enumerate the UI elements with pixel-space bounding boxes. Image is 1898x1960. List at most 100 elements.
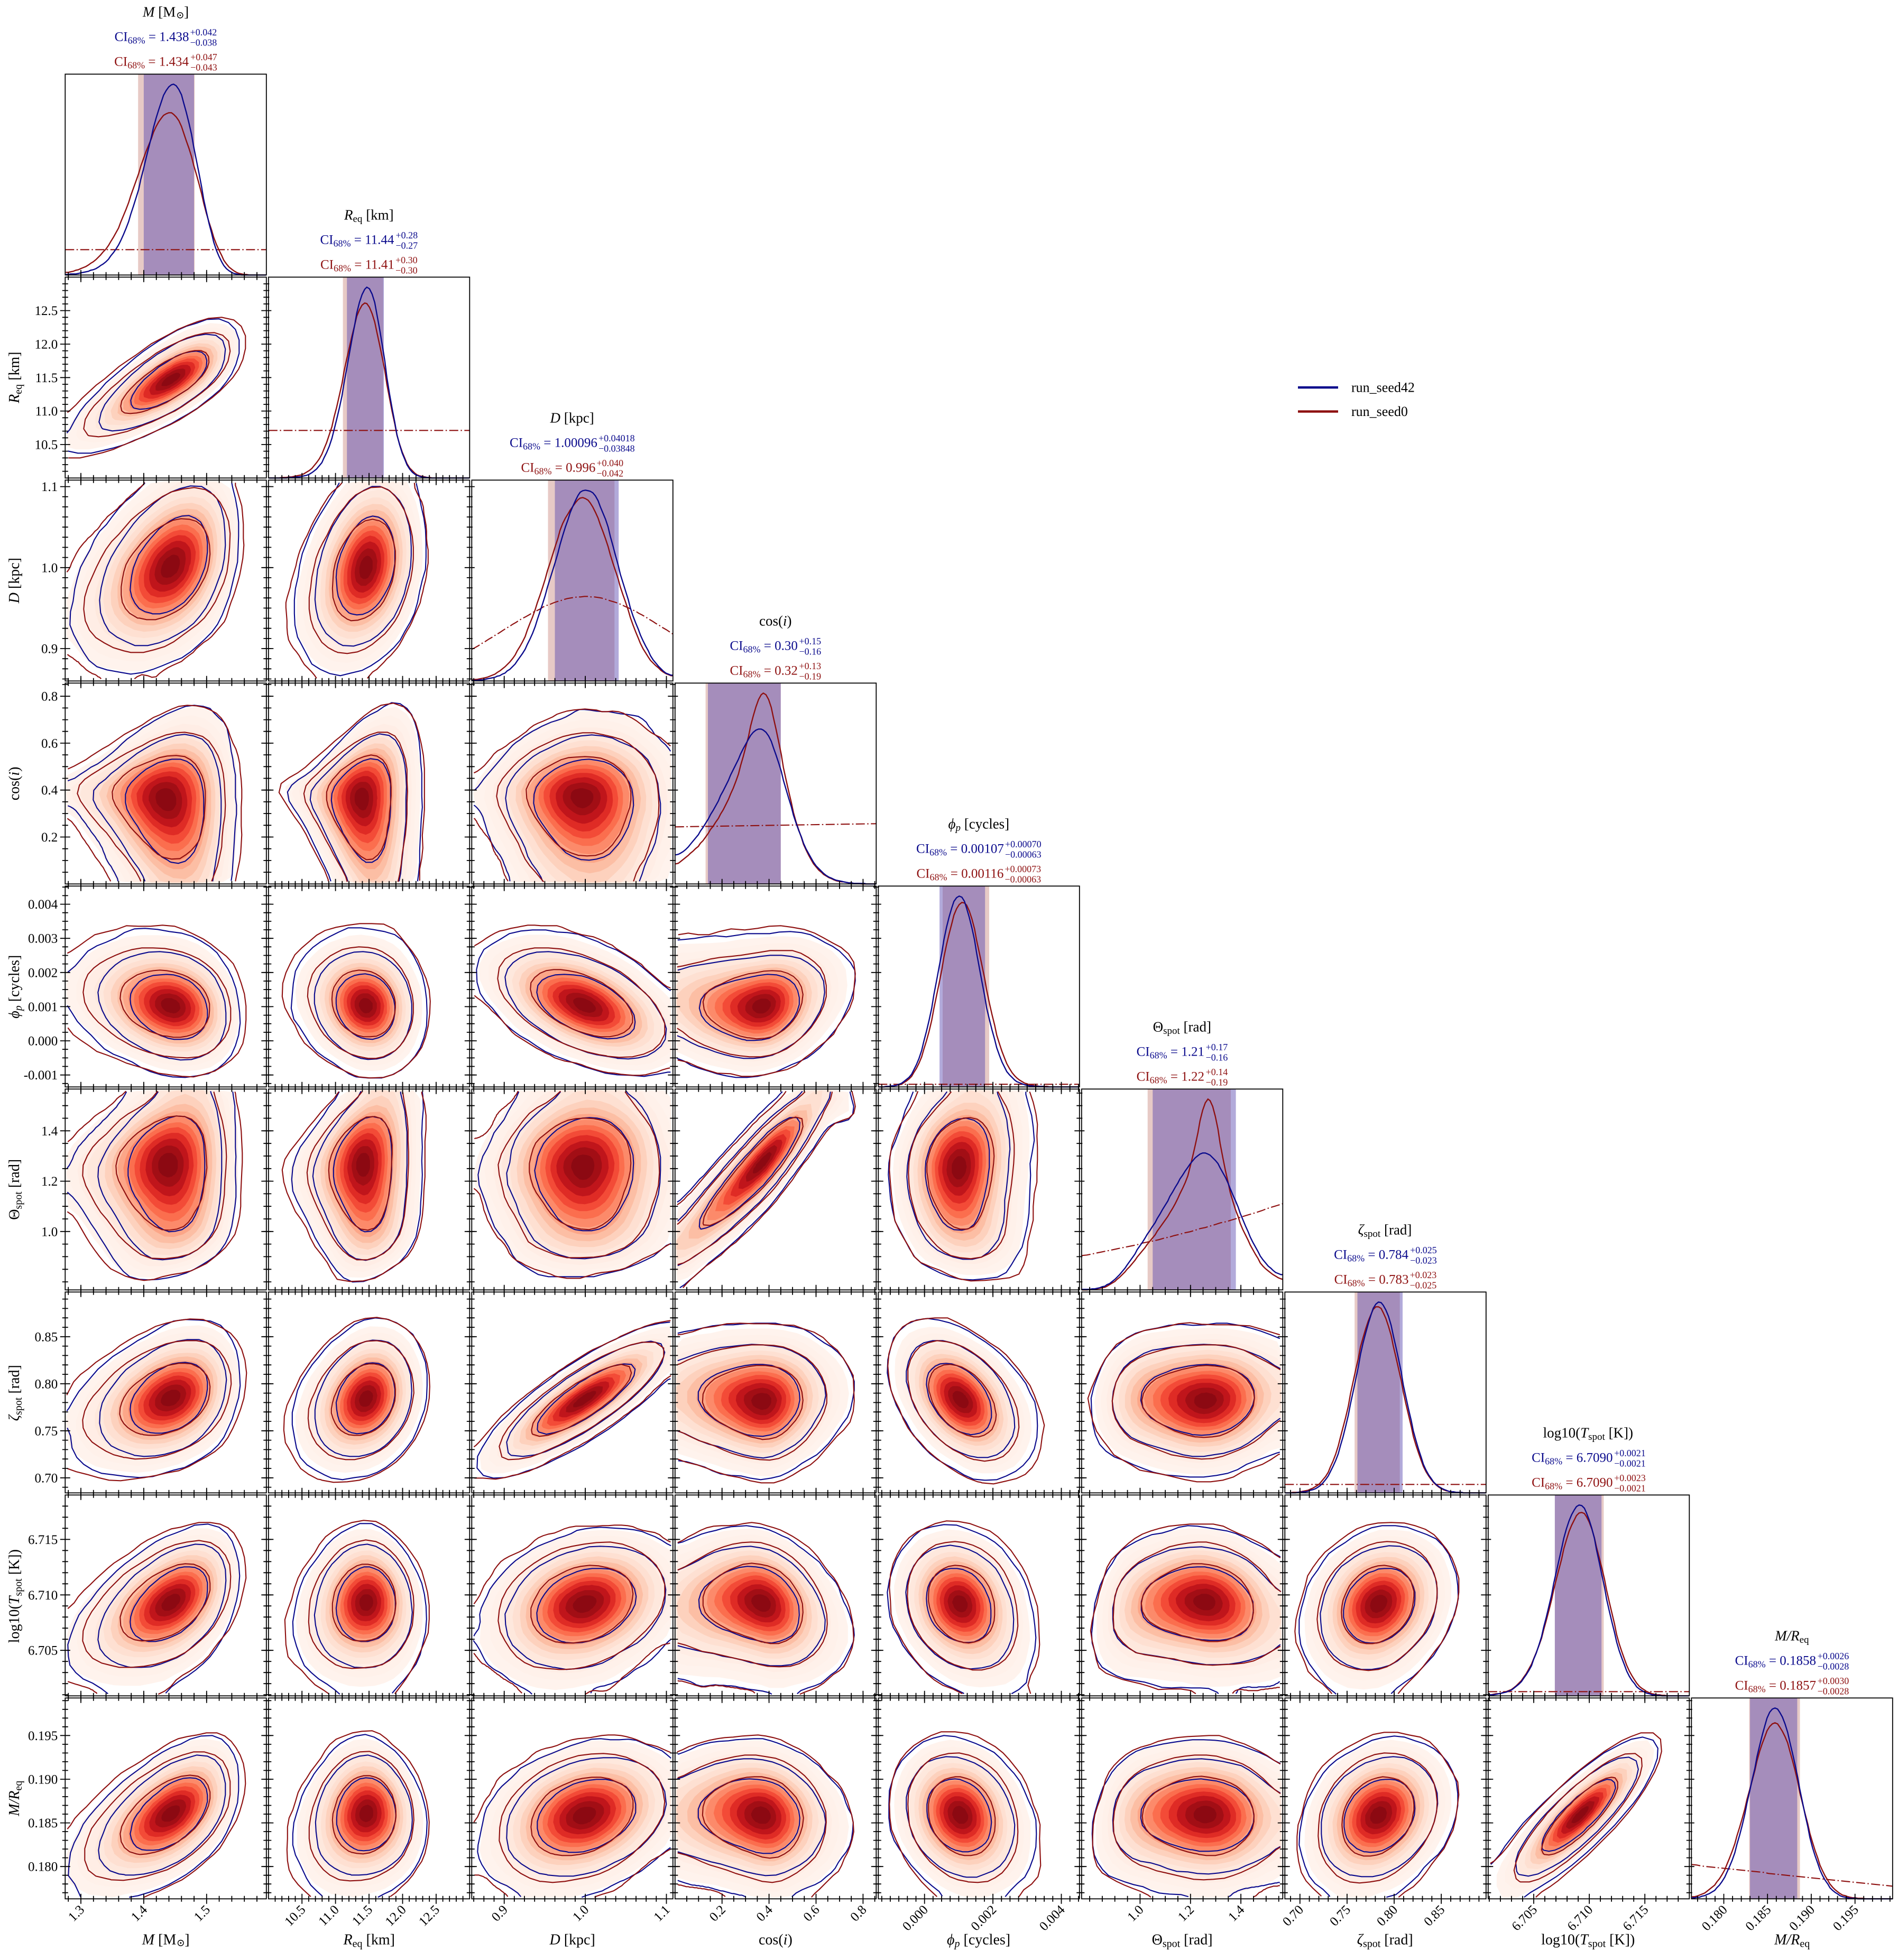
svg-text:CI68% = 0.00116: CI68% = 0.00116 xyxy=(917,866,1004,882)
svg-text:+0.040: +0.040 xyxy=(597,458,624,468)
svg-text:CI68% = 11.41: CI68% = 11.41 xyxy=(320,257,394,273)
svg-text:cos(i): cos(i) xyxy=(759,1931,793,1948)
svg-text:Θspot [rad]: Θspot [rad] xyxy=(1153,1019,1211,1037)
svg-text:0.70: 0.70 xyxy=(35,1471,58,1485)
svg-text:+0.0023: +0.0023 xyxy=(1614,1473,1646,1483)
svg-text:0.002: 0.002 xyxy=(28,966,58,980)
svg-text:+0.025: +0.025 xyxy=(1410,1245,1437,1255)
svg-text:0.185: 0.185 xyxy=(28,1816,58,1830)
svg-text:0.2: 0.2 xyxy=(41,830,58,845)
svg-text:CI68% = 6.7090: CI68% = 6.7090 xyxy=(1532,1450,1613,1466)
svg-text:+0.00070: +0.00070 xyxy=(1005,839,1042,849)
svg-text:cos(i): cos(i) xyxy=(759,613,792,628)
svg-text:−0.038: −0.038 xyxy=(190,37,217,48)
svg-text:1.0: 1.0 xyxy=(41,1225,58,1239)
svg-text:CI68% = 0.783: CI68% = 0.783 xyxy=(1334,1272,1409,1288)
svg-text:−0.27: −0.27 xyxy=(396,240,418,251)
svg-text:−0.042: −0.042 xyxy=(597,468,624,478)
svg-text:log10(Tspot [K]): log10(Tspot [K]) xyxy=(1541,1931,1635,1949)
svg-text:−0.00063: −0.00063 xyxy=(1005,849,1042,859)
svg-text:−0.03848: −0.03848 xyxy=(598,443,635,454)
svg-text:CI68% = 0.32: CI68% = 0.32 xyxy=(730,663,798,679)
svg-text:−0.16: −0.16 xyxy=(1206,1052,1228,1062)
svg-text:6.715: 6.715 xyxy=(28,1533,58,1547)
svg-text:+0.0030: +0.0030 xyxy=(1818,1676,1849,1686)
svg-text:+0.047: +0.047 xyxy=(190,52,217,62)
svg-text:−0.023: −0.023 xyxy=(1410,1255,1437,1265)
svg-text:]: ] xyxy=(185,1931,189,1948)
svg-text:ϕp [cycles]: ϕp [cycles] xyxy=(947,1931,1010,1949)
svg-text:11.5: 11.5 xyxy=(35,371,58,385)
svg-text:CI68% = 0.784: CI68% = 0.784 xyxy=(1334,1247,1408,1263)
svg-text:CI68% = 6.7090: CI68% = 6.7090 xyxy=(1532,1475,1613,1491)
svg-text:1.1: 1.1 xyxy=(41,480,58,494)
svg-text:−0.30: −0.30 xyxy=(395,265,418,275)
svg-text:+0.0026: +0.0026 xyxy=(1818,1651,1849,1661)
svg-text:0.8: 0.8 xyxy=(41,690,58,704)
svg-text:+0.04018: +0.04018 xyxy=(598,433,635,443)
svg-text:CI68% = 1.00096: CI68% = 1.00096 xyxy=(510,436,597,451)
svg-text:+0.14: +0.14 xyxy=(1206,1067,1228,1077)
svg-text:+0.15: +0.15 xyxy=(799,636,822,646)
svg-text:log10(Tspot [K]): log10(Tspot [K]) xyxy=(1543,1425,1633,1443)
svg-text:+0.13: +0.13 xyxy=(799,661,822,671)
svg-text:1.2: 1.2 xyxy=(41,1175,58,1189)
svg-text:Θspot [rad]: Θspot [rad] xyxy=(1152,1931,1213,1949)
svg-text:M/Req: M/Req xyxy=(1774,1628,1809,1645)
svg-text:−0.0028: −0.0028 xyxy=(1818,1661,1849,1671)
svg-text:Req [km]: Req [km] xyxy=(343,1931,395,1949)
svg-text:CI68% = 0.1858: CI68% = 0.1858 xyxy=(1735,1653,1816,1669)
svg-text:CI68% = 1.22: CI68% = 1.22 xyxy=(1137,1069,1204,1085)
svg-text:CI68% = 0.996: CI68% = 0.996 xyxy=(521,460,596,476)
svg-text:log10(Tspot [K]): log10(Tspot [K]) xyxy=(6,1549,24,1643)
svg-text:0.4: 0.4 xyxy=(41,783,58,798)
svg-text:+0.00073: +0.00073 xyxy=(1005,864,1042,874)
svg-text:6.705: 6.705 xyxy=(28,1644,58,1658)
svg-text:CI68% = 0.30: CI68% = 0.30 xyxy=(730,639,798,654)
svg-text:−0.00063: −0.00063 xyxy=(1005,874,1042,884)
svg-text:−0.16: −0.16 xyxy=(799,646,822,657)
svg-text:CI68% = 0.00107: CI68% = 0.00107 xyxy=(916,842,1004,857)
svg-text:CI68% = 1.434: CI68% = 1.434 xyxy=(114,54,189,70)
svg-text:M [M: M [M xyxy=(142,4,176,20)
svg-text:M/Req: M/Req xyxy=(6,1781,24,1817)
svg-text:0.190: 0.190 xyxy=(28,1773,58,1787)
svg-text:M/Req: M/Req xyxy=(1774,1931,1810,1949)
svg-text:0.004: 0.004 xyxy=(28,898,58,912)
svg-text:CI68% = 0.1857: CI68% = 0.1857 xyxy=(1735,1678,1816,1694)
svg-text:12.0: 12.0 xyxy=(35,338,58,352)
svg-text:0.003: 0.003 xyxy=(28,932,58,946)
svg-text:+0.023: +0.023 xyxy=(1410,1270,1437,1280)
svg-text:0.195: 0.195 xyxy=(28,1729,58,1743)
svg-text:0.6: 0.6 xyxy=(41,736,58,751)
svg-text:1.4: 1.4 xyxy=(41,1124,58,1139)
svg-text:+0.30: +0.30 xyxy=(395,255,418,265)
svg-text:1.0: 1.0 xyxy=(41,561,58,575)
svg-text:6.710: 6.710 xyxy=(28,1588,58,1603)
svg-text:11.0: 11.0 xyxy=(35,404,58,419)
svg-text:CI68% = 1.438: CI68% = 1.438 xyxy=(115,30,189,45)
svg-text:−0.19: −0.19 xyxy=(799,671,822,681)
svg-text:12.5: 12.5 xyxy=(35,304,58,318)
svg-text:M [M: M [M xyxy=(142,1931,177,1948)
svg-text:0.9: 0.9 xyxy=(41,642,58,657)
svg-text:D [kpc]: D [kpc] xyxy=(549,1931,595,1948)
svg-text:0.001: 0.001 xyxy=(28,1000,58,1014)
svg-text:−0.19: −0.19 xyxy=(1206,1077,1228,1087)
svg-text:ζspot [rad]: ζspot [rad] xyxy=(1357,1931,1413,1949)
svg-text:+0.042: +0.042 xyxy=(190,27,217,38)
svg-text:−0.0021: −0.0021 xyxy=(1614,1483,1646,1493)
svg-text:Req [km]: Req [km] xyxy=(344,207,394,225)
svg-text:CI68% = 1.21: CI68% = 1.21 xyxy=(1137,1044,1204,1060)
svg-text:Req [km]: Req [km] xyxy=(6,352,24,403)
svg-text:−0.0021: −0.0021 xyxy=(1614,1458,1646,1468)
svg-text:ζspot [rad]: ζspot [rad] xyxy=(6,1365,24,1421)
svg-text:+0.28: +0.28 xyxy=(396,230,418,241)
svg-text:D [kpc]: D [kpc] xyxy=(6,558,23,604)
svg-text:0.180: 0.180 xyxy=(28,1860,58,1874)
svg-text:10.5: 10.5 xyxy=(35,438,58,452)
svg-text:cos(i): cos(i) xyxy=(6,767,23,801)
svg-text:D [kpc]: D [kpc] xyxy=(550,410,594,426)
svg-text:Θspot [rad]: Θspot [rad] xyxy=(6,1159,24,1220)
svg-text:−0.043: −0.043 xyxy=(190,62,217,72)
